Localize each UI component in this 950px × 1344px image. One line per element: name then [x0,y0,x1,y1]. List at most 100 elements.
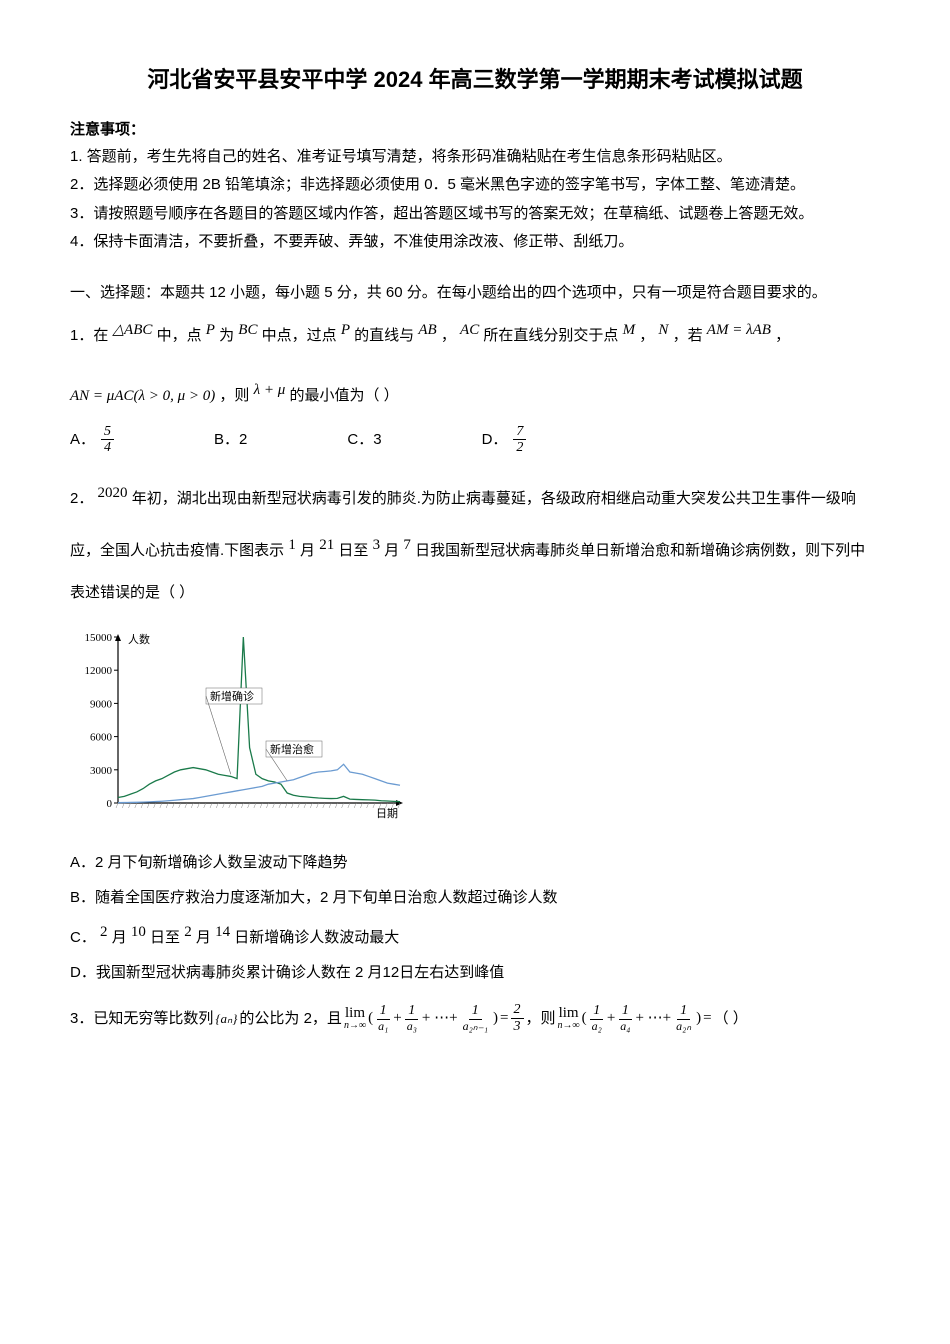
svg-text:12000: 12000 [85,666,113,678]
plus: + [607,1005,615,1032]
q1-BC: BC [238,322,257,338]
q3-tail: （ ） [714,1005,748,1032]
q1-text: 为 [219,327,234,344]
fraction: 5 4 [101,424,114,456]
q2c-t3: 月 [196,929,211,946]
lim-block: lim n→∞ [558,1006,580,1031]
plus: + [393,1005,401,1032]
svg-text:新增确诊: 新增确诊 [210,689,254,703]
frac-num: 1 [590,1003,603,1019]
eq: = [703,1005,711,1032]
frac-den: a₄ [617,1020,633,1033]
q3-mid1: 的公比为 2，且 [239,1005,342,1032]
frac-den: 2 [513,440,526,455]
lim-text: lim [345,1006,365,1021]
opt-label: C．3 [347,426,381,453]
lparen: ( [368,1005,373,1032]
q1-text: ， [441,327,456,344]
svg-text:6000: 6000 [90,732,113,744]
fraction: 1 a₄ [617,1003,633,1033]
q1-text: 的直线与 [354,327,414,344]
q2-text2c: 日至 [338,542,368,559]
dots: + ⋯+ [422,1005,458,1032]
fraction: 1 a₃ [404,1003,420,1033]
svg-text:人数: 人数 [128,633,150,646]
rparen: ) [696,1005,701,1032]
q1-option-c: C．3 [347,426,381,453]
dots: + ⋯+ [635,1005,671,1032]
question-3: 3．已知无穷等比数列 {aₙ} 的公比为 2，且 lim n→∞ ( 1 a₁ … [70,1002,880,1034]
exam-title: 河北省安平县安平中学 2024 年高三数学第一学期期末考试模拟试题 [70,60,880,100]
notice-item-4: 4．保持卡面清洁，不要折叠，不要弄破、弄皱，不准使用涂改液、修正带、刮纸刀。 [70,228,880,257]
q2-prefix: 2． [70,490,93,507]
fraction: 1 a₂ₙ [673,1003,694,1033]
lim-block: lim n→∞ [344,1006,366,1031]
q2-m2: 3 [373,537,381,553]
lim-sub: n→∞ [558,1021,580,1031]
lim-text: lim [559,1006,579,1021]
opt-label: A． [70,426,95,453]
opt-label: B．2 [214,426,247,453]
notice-item-1: 1. 答题前，考生先将自己的姓名、准考证号填写清楚，将条形码准确粘贴在考生信息条… [70,143,880,172]
q2-text1: 年初，湖北出现由新型冠状病毒引发的肺炎.为防止病毒蔓延，各级政府相继启动重大突发… [132,490,856,507]
svg-text:3000: 3000 [90,765,113,777]
frac-num: 1 [677,1003,690,1019]
q2-text2b: 月 [300,542,315,559]
question-1-line2: AN = μAC(λ > 0, μ > 0) ，则 λ + μ 的最小值为（ ） [70,372,880,414]
q1-options: A． 5 4 B．2 C．3 D． 7 2 [70,424,880,456]
q1-option-d: D． 7 2 [482,424,527,456]
q1-AC: AC [460,322,479,338]
svg-text:15000: 15000 [85,632,113,644]
q2-m1: 1 [288,537,296,553]
frac-den: a₂ [589,1020,605,1033]
fraction: 1 a₂ [589,1003,605,1033]
q2-option-b: B．随着全国医疗救治力度逐渐加大，2 月下旬单日治愈人数超过确诊人数 [70,884,880,911]
section-intro: 一、选择题：本题共 12 小题，每小题 5 分，共 60 分。在每小题给出的四个… [70,279,880,306]
q1-text: ， [639,327,654,344]
q1-text: ， [775,327,790,344]
lim-sub: n→∞ [344,1021,366,1031]
q2c-t2: 日至 [150,929,180,946]
q2c-m1: 2 [100,924,108,940]
q2-chart: 0 3000 6000 9000 12000 15000 人数日期 新增确诊新增治愈 [70,625,880,835]
fraction: 7 2 [513,424,526,456]
opt-label: D． [482,426,508,453]
q3-seq: {aₙ} [215,1007,237,1030]
fraction: 1 a₂ₙ₋₁ [460,1003,491,1033]
frac-den: a₃ [404,1020,420,1033]
q2c-t1: 月 [112,929,127,946]
frac-den: 4 [101,440,114,455]
frac-num: 1 [469,1003,482,1019]
q1-text: ，则 [219,387,249,404]
frac-den: 3 [511,1019,524,1034]
question-2: 2． 2020 年初，湖北出现由新型冠状病毒引发的肺炎.为防止病毒蔓延，各级政府… [70,475,880,517]
q2-option-a: A．2 月下旬新增确诊人数呈波动下降趋势 [70,849,880,876]
question-2-line3: 表述错误的是（ ） [70,575,880,611]
svg-text:日期: 日期 [376,807,398,820]
q1-AB: AB [418,322,436,338]
eq: = [500,1005,508,1032]
frac-den: a₂ₙ₋₁ [460,1020,491,1033]
q2-d1: 21 [319,537,334,553]
svg-text:新增治愈: 新增治愈 [270,742,314,756]
q1-text: 中，点 [157,327,202,344]
q3-mid2: ，则 [526,1005,556,1032]
q3-prefix: 3．已知无穷等比数列 [70,1005,213,1032]
frac-num: 7 [513,424,526,440]
q2c-d2: 14 [215,924,230,940]
q2c-d1: 10 [131,924,146,940]
frac-num: 1 [619,1003,632,1019]
question-2-line2: 应，全国人心抗击疫情.下图表示 1 月 21 日至 3 月 7 日我国新型冠状病… [70,527,880,569]
line-chart-svg: 0 3000 6000 9000 12000 15000 人数日期 新增确诊新增治愈 [70,625,410,825]
q1-option-a: A． 5 4 [70,424,114,456]
frac-num: 1 [405,1003,418,1019]
q2-options: A．2 月下旬新增确诊人数呈波动下降趋势 B．随着全国医疗救治力度逐渐加大，2 … [70,849,880,986]
q2c-m2: 2 [184,924,192,940]
svg-text:9000: 9000 [90,699,113,711]
q2-option-c: C． 2 月 10 日至 2 月 14 日新增确诊人数波动最大 [70,919,880,951]
svg-text:0: 0 [107,798,113,810]
q1-text: 1．在 [70,327,108,344]
frac-num: 1 [377,1003,390,1019]
q2-text2e: 日我国新型冠状病毒肺炎单日新增治愈和新增确诊病例数，则下列中 [415,542,865,559]
q1-M: M [623,322,636,338]
